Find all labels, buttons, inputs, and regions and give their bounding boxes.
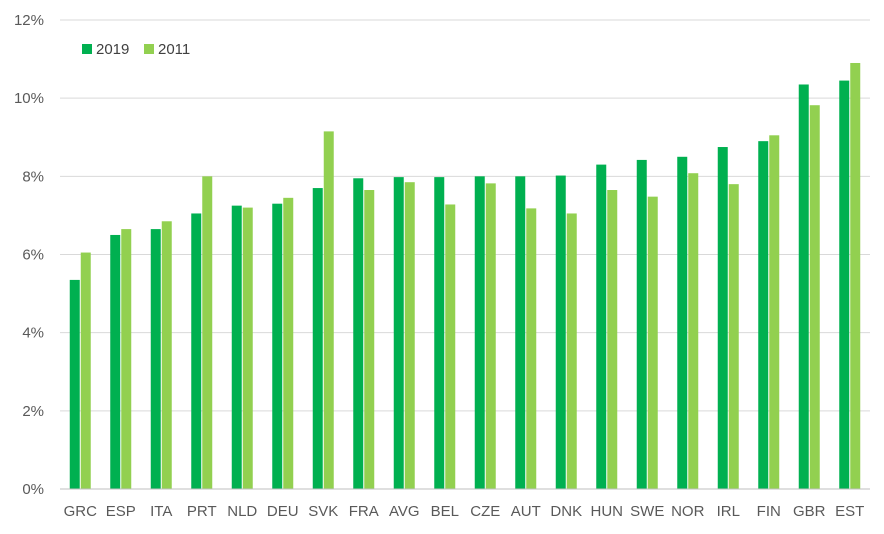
y-tick-label: 8% xyxy=(22,168,44,185)
legend: 2019 2011 xyxy=(82,41,190,58)
x-tick-label-esp: ESP xyxy=(106,503,136,520)
bar-2019-swe xyxy=(636,159,647,489)
bar-2019-est xyxy=(839,80,850,490)
bar-2011-ita xyxy=(161,221,172,489)
bar-2019-bel xyxy=(434,177,445,490)
bar-2011-irl xyxy=(728,184,739,489)
bar-2019-esp xyxy=(110,234,121,489)
bar-2011-grc xyxy=(80,252,91,489)
legend-label-2011: 2011 xyxy=(158,41,190,58)
y-tick-label: 12% xyxy=(14,12,44,29)
bar-2011-fra xyxy=(364,190,375,489)
x-tick-label-ita: ITA xyxy=(150,503,172,520)
bars xyxy=(69,62,861,490)
x-tick-label-grc: GRC xyxy=(64,503,98,520)
x-tick-label-est: EST xyxy=(835,503,864,520)
bar-2011-fin xyxy=(769,135,780,489)
x-tick-label-avg: AVG xyxy=(389,503,420,520)
bar-2019-grc xyxy=(69,279,80,489)
bar-2019-hun xyxy=(596,164,607,489)
bar-2019-gbr xyxy=(798,84,809,490)
bar-2011-prt xyxy=(202,176,213,490)
bar-2011-nor xyxy=(688,173,699,489)
x-tick-label-irl: IRL xyxy=(717,503,740,520)
x-tick-label-dnk: DNK xyxy=(550,503,582,520)
x-tick-label-fin: FIN xyxy=(757,503,781,520)
axes: 0% 2% 4% 6% 8% 10% 12% GRC ESP ITA PRT NLD DEU SVK FRA… xyxy=(14,12,870,520)
bar-2011-cze xyxy=(485,183,496,489)
bar-2011-svk xyxy=(323,131,334,489)
y-tick-label: 4% xyxy=(22,325,44,342)
x-tick-label-gbr: GBR xyxy=(793,503,826,520)
bar-2011-dnk xyxy=(566,213,577,489)
x-tick-label-deu: DEU xyxy=(267,503,299,520)
bar-2011-avg xyxy=(404,182,415,489)
x-tick-label-hun: HUN xyxy=(591,503,624,520)
bar-2019-nor xyxy=(677,156,688,489)
bar-2019-prt xyxy=(191,213,202,489)
bar-2019-aut xyxy=(515,176,526,490)
bar-2011-aut xyxy=(526,208,537,490)
bar-2011-hun xyxy=(607,190,618,489)
bar-2011-est xyxy=(850,62,861,489)
bar-2019-dnk xyxy=(555,175,566,489)
bar-2019-irl xyxy=(717,147,728,490)
bar-2019-fin xyxy=(758,141,769,490)
bar-2011-swe xyxy=(647,196,658,489)
x-tick-label-bel: BEL xyxy=(431,503,459,520)
bar-2019-ita xyxy=(150,229,161,490)
bar-2019-fra xyxy=(353,178,364,489)
y-tick-label: 0% xyxy=(22,481,44,498)
x-tick-label-fra: FRA xyxy=(349,503,379,520)
y-tick-label: 10% xyxy=(14,90,44,107)
x-tick-label-svk: SVK xyxy=(308,503,338,520)
x-tick-label-aut: AUT xyxy=(511,503,541,520)
y-tick-label: 2% xyxy=(22,403,44,420)
bar-2011-deu xyxy=(283,197,294,489)
bar-2019-avg xyxy=(393,177,404,490)
x-tick-label-nld: NLD xyxy=(227,503,257,520)
bar-2019-nld xyxy=(231,205,242,490)
y-tick-label: 6% xyxy=(22,247,44,264)
bar-2011-gbr xyxy=(809,105,820,490)
bar-2011-nld xyxy=(242,207,253,489)
x-tick-label-prt: PRT xyxy=(187,503,217,520)
bar-2011-bel xyxy=(445,204,456,489)
x-tick-label-cze: CZE xyxy=(470,503,500,520)
bar-2019-cze xyxy=(474,176,485,490)
bar-2019-deu xyxy=(272,203,283,490)
legend-label-2019: 2019 xyxy=(96,41,129,58)
x-tick-label-swe: SWE xyxy=(630,503,664,520)
bar-2011-esp xyxy=(121,229,132,490)
legend-swatch-2019 xyxy=(82,44,92,54)
gridlines xyxy=(60,19,870,490)
bar-2019-svk xyxy=(312,188,323,489)
x-tick-label-nor: NOR xyxy=(671,503,705,520)
legend-swatch-2011 xyxy=(144,44,154,54)
